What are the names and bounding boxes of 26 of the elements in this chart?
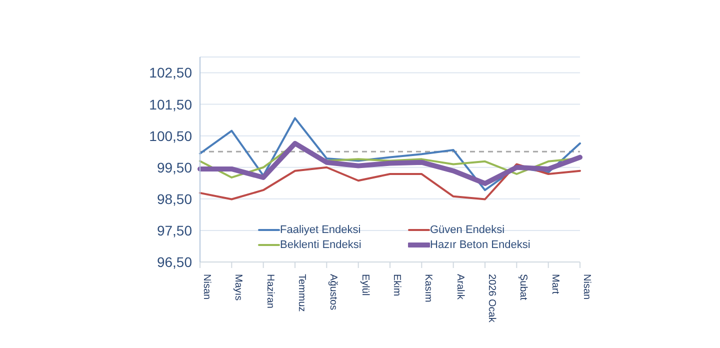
legend-label: Güven Endeksi xyxy=(430,224,505,236)
y-tick-label: 96,50 xyxy=(156,254,192,270)
x-tick-label: 2026 Ocak xyxy=(486,274,497,324)
x-tick-label: Temmuz xyxy=(296,274,307,312)
x-tick-label: Nisan xyxy=(201,274,212,300)
x-tick-label: Haziran xyxy=(264,274,276,308)
y-tick-label: 97,50 xyxy=(156,222,192,238)
x-tick-label: Mart xyxy=(549,274,560,294)
x-tick-label: Mayıs xyxy=(232,274,244,301)
x-tick-label: Şubat xyxy=(518,274,529,300)
x-tick-label: Aralık xyxy=(454,274,466,301)
legend-label: Hazır Beton Endeksi xyxy=(430,239,530,251)
y-tick-label: 101,50 xyxy=(149,96,192,112)
legend-label: Faaliyet Endeksi xyxy=(280,224,361,236)
y-tick-label: 98,50 xyxy=(156,190,192,207)
line-series xyxy=(199,117,581,192)
x-tick-label: Eylül xyxy=(359,274,370,296)
x-tick-label: Ağustos xyxy=(328,274,339,310)
x-tick-label: Nisan xyxy=(581,274,592,300)
legend-label: Beklenti Endeksi xyxy=(280,239,362,251)
x-tick-label: Ekim xyxy=(391,274,402,296)
line-series xyxy=(199,163,581,200)
y-tick-label: 100,50 xyxy=(149,128,192,144)
x-tick-label: Kasım xyxy=(422,274,434,302)
y-tick-label: 102,50 xyxy=(149,64,192,81)
y-tick-label: 99,50 xyxy=(156,159,192,176)
